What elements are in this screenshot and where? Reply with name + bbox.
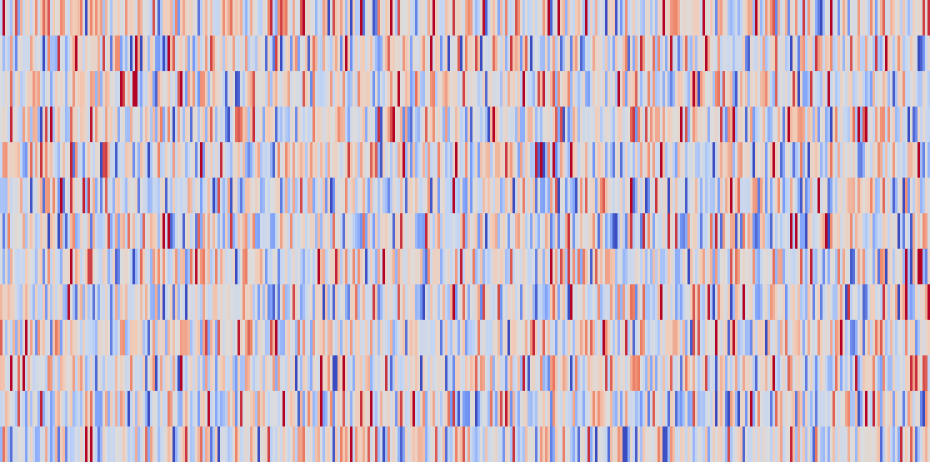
heatmap-row xyxy=(0,142,930,178)
heatmap-row xyxy=(0,320,930,356)
heatmap-row xyxy=(0,355,930,391)
heatmap-row xyxy=(0,107,930,143)
heatmap-row xyxy=(0,249,930,285)
heatmap-row xyxy=(0,36,930,72)
heatmap-row xyxy=(0,426,930,462)
heatmap-row xyxy=(0,284,930,320)
heatmap-row xyxy=(0,391,930,427)
heatmap-row xyxy=(0,178,930,214)
heatmap-row xyxy=(0,213,930,249)
heatmap-row xyxy=(0,0,930,36)
heatmap-row xyxy=(0,71,930,107)
